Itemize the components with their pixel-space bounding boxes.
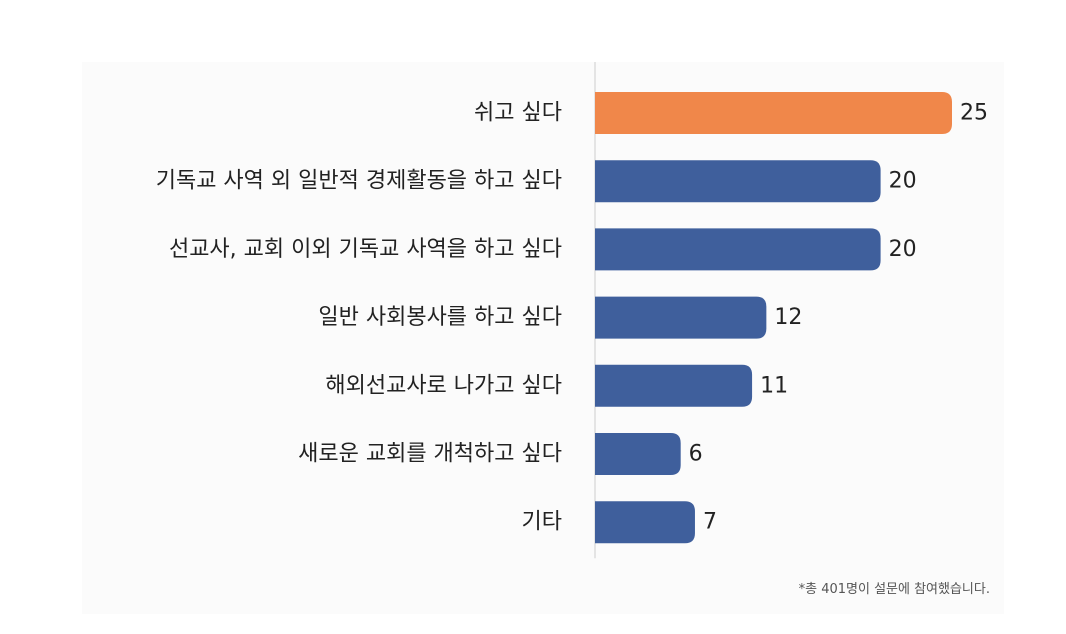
category-label: 쉬고 싶다 — [474, 101, 562, 126]
bar — [595, 364, 753, 407]
category-label: 선교사, 교회 이외 기독교 사역을 하고 싶다 — [169, 237, 562, 262]
category-label: 기타 — [522, 510, 562, 535]
category-label: 해외선교사로 나가고 싶다 — [325, 373, 562, 398]
value-label: 11 — [760, 373, 788, 398]
value-label: 25 — [960, 101, 988, 126]
bar-shape — [595, 296, 767, 339]
bar-shape — [595, 433, 681, 475]
value-label: 7 — [703, 510, 717, 535]
bar-shape — [595, 160, 881, 203]
bar — [595, 160, 881, 203]
category-label: 일반 사회봉사를 하고 싶다 — [318, 305, 562, 330]
value-label: 20 — [889, 237, 917, 262]
bar-shape — [595, 92, 952, 134]
value-label: 12 — [774, 305, 802, 330]
bar-shape — [595, 364, 753, 407]
bar — [595, 433, 681, 475]
value-label: 20 — [889, 169, 917, 194]
bar-shape — [595, 501, 695, 544]
bar-shape — [595, 228, 881, 271]
chart-panel — [82, 62, 1004, 614]
category-label: 새로운 교회를 개척하고 싶다 — [298, 442, 562, 467]
bar — [595, 296, 767, 339]
bar — [595, 92, 952, 134]
category-label: 기독교 사역 외 일반적 경제활동을 하고 싶다 — [156, 169, 562, 194]
bar — [595, 501, 695, 544]
bar — [595, 228, 881, 271]
footnote: *총 401명이 설문에 참여했습니다. — [798, 582, 990, 597]
value-label: 6 — [689, 442, 703, 467]
